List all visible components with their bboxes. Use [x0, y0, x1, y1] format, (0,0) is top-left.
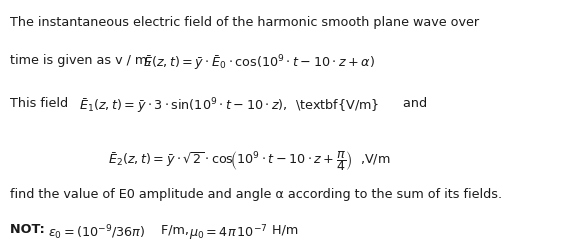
Text: NOT:: NOT:	[10, 223, 54, 236]
Text: F/m,: F/m,	[157, 223, 193, 236]
Text: $\bar{E}_1(z,t)= \bar{y}\cdot 3 \cdot \mathrm{sin}(10^9 \cdot t - 10 \cdot z)$, : $\bar{E}_1(z,t)= \bar{y}\cdot 3 \cdot \m…	[79, 97, 379, 116]
Text: H/m: H/m	[268, 223, 298, 236]
Text: and: and	[367, 97, 427, 110]
Text: $\bar{E}(z,t)= \bar{y}\cdot \bar{E}_0 \cdot \mathrm{cos}(10^9 \cdot t - 10 \cdot: $\bar{E}(z,t)= \bar{y}\cdot \bar{E}_0 \c…	[143, 54, 375, 73]
Text: $\mu_0 = 4\pi\, 10^{-7}$: $\mu_0 = 4\pi\, 10^{-7}$	[189, 223, 268, 240]
Text: $\varepsilon_0 = (10^{-9}/36\pi)$: $\varepsilon_0 = (10^{-9}/36\pi)$	[48, 223, 146, 240]
Text: $\bar{E}_2(z,t)= \bar{y}\cdot \sqrt{2} \cdot \mathrm{cos}\!\left(10^9 \cdot t - : $\bar{E}_2(z,t)= \bar{y}\cdot \sqrt{2} \…	[108, 149, 390, 173]
Text: find the value of E0 amplitude and angle α according to the sum of its fields.: find the value of E0 amplitude and angle…	[10, 188, 503, 201]
Text: time is given as v / m;: time is given as v / m;	[10, 54, 160, 67]
Text: This field: This field	[10, 97, 80, 110]
Text: The instantaneous electric field of the harmonic smooth plane wave over: The instantaneous electric field of the …	[10, 16, 480, 29]
